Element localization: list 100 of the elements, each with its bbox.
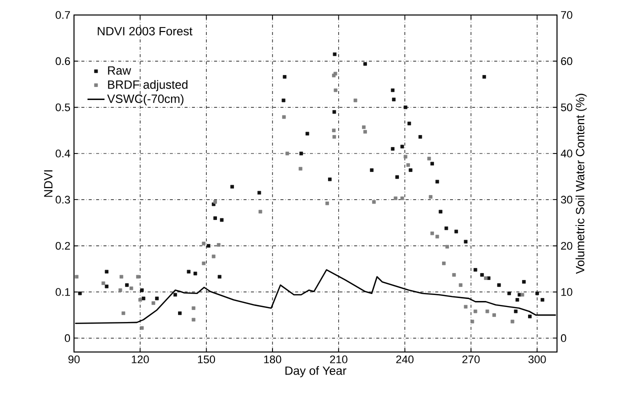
point [507, 292, 511, 296]
legend-label: Raw [108, 66, 132, 75]
point [140, 288, 144, 292]
point [427, 156, 431, 160]
point [363, 130, 367, 134]
point [334, 88, 338, 92]
point [192, 318, 196, 322]
point [464, 240, 468, 244]
point [178, 311, 182, 316]
point [306, 132, 310, 136]
x-tick-label: 240 [396, 356, 414, 364]
point [216, 243, 220, 247]
point [152, 301, 156, 305]
point [78, 292, 82, 296]
y2-tick-label: 70 [561, 11, 572, 19]
y-tick-label: 0.5 [56, 103, 70, 112]
point [535, 292, 539, 296]
y2-tick-label: 20 [561, 242, 572, 250]
point [142, 296, 146, 300]
point [390, 147, 394, 151]
point [408, 168, 412, 172]
point [474, 268, 478, 272]
legend-label: VSWC(-70cm) [107, 94, 184, 106]
point [282, 75, 286, 79]
point [118, 288, 122, 292]
point [354, 98, 358, 102]
point [510, 320, 514, 324]
x-tick-label: 90 [68, 356, 80, 364]
point [404, 154, 408, 159]
x-tick-label: 300 [528, 356, 546, 364]
y-tick-label: 0.2 [56, 242, 70, 250]
point [102, 281, 106, 286]
point [444, 226, 448, 230]
point [480, 273, 484, 277]
point [104, 284, 108, 288]
point [392, 98, 396, 102]
point [474, 310, 478, 314]
point [370, 168, 374, 172]
point [540, 298, 544, 302]
point [522, 280, 526, 284]
point [438, 210, 442, 214]
point [74, 274, 78, 279]
x-tick-label: 180 [264, 356, 282, 364]
point [482, 75, 486, 79]
point [230, 184, 234, 189]
point [486, 310, 490, 314]
point [390, 88, 394, 92]
point [125, 283, 129, 287]
point [194, 272, 198, 276]
point [407, 122, 412, 126]
point [192, 306, 196, 310]
point [395, 175, 399, 179]
point [130, 286, 134, 290]
point [445, 244, 449, 249]
point [299, 152, 303, 156]
point [202, 262, 206, 266]
point [140, 326, 144, 330]
point [138, 298, 142, 302]
point [486, 276, 490, 280]
y-tick-label: 0.3 [56, 196, 70, 204]
point [258, 210, 262, 214]
point [298, 166, 302, 171]
point [406, 163, 410, 167]
point [328, 178, 332, 182]
point [332, 52, 336, 56]
point [173, 292, 178, 297]
x-tick-label: 120 [132, 356, 149, 364]
y2-tick-label: 50 [560, 103, 572, 112]
y2-tick-label: 10 [561, 288, 572, 296]
point [464, 304, 468, 309]
point [136, 274, 140, 279]
point [492, 313, 496, 317]
point [213, 216, 217, 220]
point [362, 125, 366, 129]
y-tick-label: 0.4 [56, 150, 70, 158]
y-tick-label: 0.7 [56, 11, 70, 19]
point [394, 196, 398, 200]
point [332, 110, 336, 114]
y-tick-label: 0 [64, 334, 70, 342]
point [452, 273, 456, 277]
y2-tick-label: 0 [560, 334, 566, 342]
point [186, 270, 190, 274]
point [332, 128, 336, 132]
point [514, 310, 518, 314]
point [454, 230, 458, 234]
point [516, 298, 520, 302]
x-tick-label: 270 [462, 356, 480, 364]
point [202, 242, 206, 246]
point [442, 262, 446, 266]
point [418, 135, 422, 139]
point [282, 98, 286, 102]
point [218, 274, 222, 279]
point [122, 311, 126, 316]
y2-tick-label: 60 [561, 57, 572, 66]
point [400, 144, 404, 148]
y-axis-title: NDVI [44, 170, 52, 197]
point [430, 232, 434, 236]
point [400, 196, 404, 200]
legend-label: BRDF adjusted [108, 80, 188, 92]
point [458, 283, 462, 287]
